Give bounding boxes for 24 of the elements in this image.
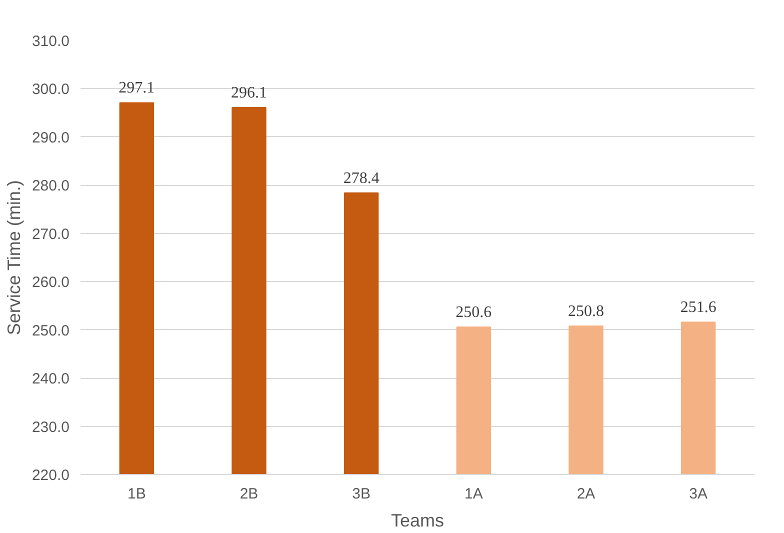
data-label: 278.4 (343, 170, 380, 187)
y-tick-label: 240.0 (32, 370, 70, 388)
y-tick-label: 300.0 (32, 81, 70, 98)
y-tick-label: 220.0 (32, 467, 70, 484)
data-label: 296.1 (231, 84, 267, 102)
data-label: 297.1 (118, 80, 155, 97)
y-tick-label: 230.0 (32, 418, 70, 436)
x-axis-title: Teams (390, 510, 444, 530)
data-label: 251.6 (680, 299, 716, 316)
y-tick-label: 250.0 (32, 322, 70, 340)
data-label: 250.8 (568, 302, 604, 320)
x-tick-label: 2A (576, 486, 596, 502)
y-axis-title: Service Time (min.) (4, 180, 24, 336)
x-tick-label: 3A (689, 486, 708, 502)
y-tick-label: 270.0 (32, 226, 70, 243)
y-tick-label: 260.0 (32, 274, 70, 292)
x-tick-label: 1A (464, 486, 483, 502)
y-tick-label: 310.0 (32, 33, 70, 50)
x-tick-label: 1B (127, 486, 146, 502)
x-tick-label: 3B (352, 486, 371, 502)
x-tick-label: 2B (240, 486, 258, 502)
y-tick-label: 280.0 (32, 178, 70, 195)
y-tick-label: 290.0 (32, 129, 70, 146)
data-label: 250.6 (456, 304, 492, 321)
